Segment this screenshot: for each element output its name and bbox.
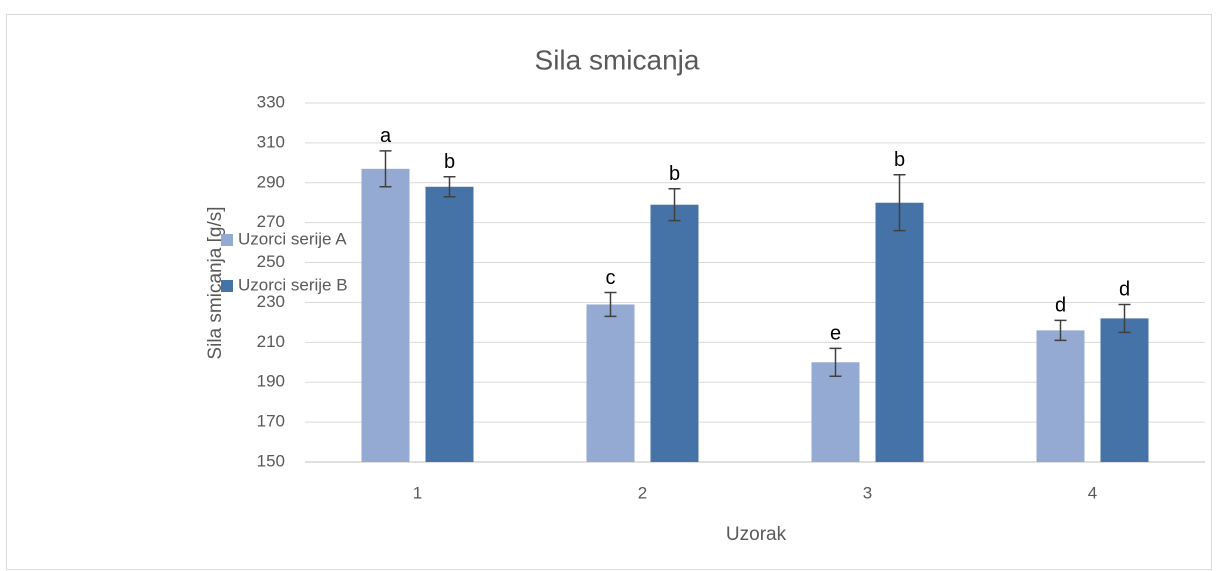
- legend-label: Uzorci serije B: [238, 275, 348, 294]
- annotation: c: [606, 267, 616, 289]
- annotation: b: [894, 149, 905, 171]
- x-tick-label: 2: [638, 483, 647, 502]
- error-bar: [604, 291, 617, 318]
- x-tick-label: 1: [413, 483, 422, 502]
- x-tick-label: 3: [863, 483, 872, 502]
- y-tick-label: 270: [257, 212, 285, 231]
- bar: [811, 362, 860, 462]
- y-tick-label: 150: [257, 451, 285, 470]
- y-tick-label: 170: [257, 412, 285, 431]
- error-bar: [379, 150, 392, 188]
- legend-swatch: [221, 280, 233, 292]
- annotation: e: [830, 323, 841, 345]
- bar: [875, 202, 924, 462]
- legend-swatch: [221, 234, 233, 246]
- bar: [650, 204, 699, 462]
- legend-label: Uzorci serije A: [238, 229, 347, 248]
- y-tick-label: 250: [257, 252, 285, 271]
- chart-title: Sila smicanja: [535, 44, 700, 75]
- annotation: d: [1119, 279, 1130, 301]
- y-tick-label: 290: [257, 172, 285, 191]
- error-bar: [1118, 303, 1131, 334]
- bar: [1100, 318, 1149, 462]
- x-axis-label: Uzorak: [726, 524, 787, 545]
- error-bar: [1054, 319, 1067, 342]
- error-bar: [893, 174, 906, 232]
- y-tick-label: 210: [257, 332, 285, 351]
- error-bar: [829, 347, 842, 377]
- error-bar: [443, 176, 456, 198]
- y-axis-label: Sila smicanja [g/s]: [205, 206, 226, 359]
- y-tick-label: 310: [257, 132, 285, 151]
- bar: [1036, 330, 1085, 462]
- annotation: a: [380, 125, 392, 147]
- annotation: b: [444, 151, 455, 173]
- x-tick-label: 4: [1088, 483, 1097, 502]
- y-tick-label: 230: [257, 292, 285, 311]
- error-bar: [668, 188, 681, 222]
- annotation: d: [1055, 295, 1066, 317]
- annotation: b: [669, 163, 680, 185]
- bar: [361, 168, 410, 463]
- y-tick-label: 190: [257, 372, 285, 391]
- y-tick-label: 330: [257, 92, 285, 111]
- bar: [586, 304, 635, 462]
- bar: [425, 186, 474, 462]
